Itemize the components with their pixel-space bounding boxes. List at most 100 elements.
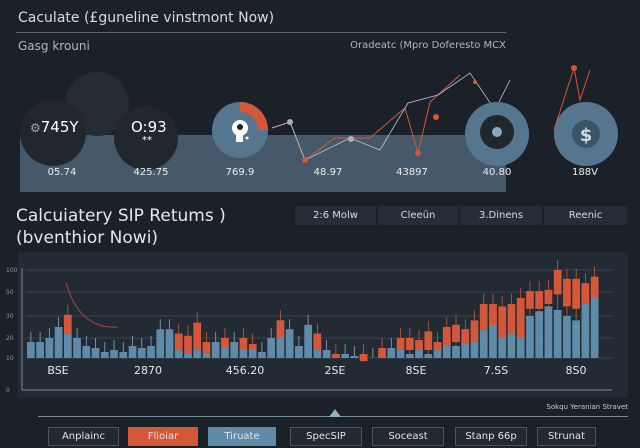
candle-highlight [590,276,599,298]
candle-body [211,342,220,358]
gear-icon: ⚙ [30,121,41,135]
candle-body [119,352,128,358]
button-soceast[interactable]: Soceast [372,427,444,446]
candle-body [110,350,118,358]
candle-body [239,350,248,358]
candle-highlight [433,342,442,350]
candle-body [396,350,405,358]
candle-body [36,342,44,358]
candle-highlight [221,338,229,348]
candle-highlight [461,329,470,344]
button-flioiar[interactable]: Flioiar [128,427,198,446]
candle-body [563,316,571,358]
tab-1[interactable]: 2:6 Molw [294,205,377,226]
widget-1-label: 05.74 [47,167,77,178]
candle-body [258,352,266,358]
candle-highlight [452,324,460,342]
candle-highlight [359,354,368,362]
candle-body [507,333,516,358]
x-label: 456.20 [225,364,265,377]
target-widget[interactable] [463,100,531,168]
candle-body [572,320,581,358]
widget-1-value: 745Y [40,118,79,136]
candle-body [230,342,239,358]
candle-highlight [507,304,516,334]
x-label: 7.SS [483,364,509,377]
x-label: 2SE [324,364,346,377]
widget-5-label: 43897 [396,167,428,178]
dollar-widget[interactable]: $ [552,100,620,168]
candle-highlight [498,306,507,338]
candle-body [433,346,442,358]
tab-2[interactable]: Cleeün [377,205,459,226]
candle-body [267,338,276,358]
candle-highlight [489,304,497,325]
candle-body [405,354,414,358]
slider-handle[interactable] [329,409,341,417]
divider [16,32,506,33]
candle-body [415,350,423,358]
widget-circle-1[interactable] [20,100,86,166]
gauge-widget[interactable] [210,100,270,160]
button-stanp[interactable]: Stanp 66p [455,427,527,446]
right-subtitle: Oradeatc (Mpro Doferesto MCX [350,40,506,51]
candle-body [184,354,192,358]
button-tiruate[interactable]: Tiruate [208,427,276,446]
trend-lines [271,72,511,163]
candle-body [489,316,497,358]
candle-body [248,350,257,358]
candle-body [470,342,479,358]
candle-body [156,329,165,358]
button-specsip[interactable]: SpecSIP [290,427,362,446]
y-tick: 10 [6,355,14,362]
dollar-icon: $ [580,125,593,146]
candle-body [147,346,155,358]
widget-7-label: 188V [572,167,598,178]
key-gauge-icon [232,120,249,142]
tab-3[interactable]: 3.Dinens [459,205,543,226]
data-point [302,157,308,163]
candle-highlight [331,354,340,358]
candle-highlight [535,291,544,309]
candle-highlight [378,348,386,358]
y-tick: 30 [6,313,14,320]
candle-body [544,306,553,358]
candle-body [479,329,488,358]
button-anplainc[interactable]: Anplainc [48,427,119,446]
candle-highlight [526,291,534,309]
candle-highlight [553,270,562,295]
candle-body [137,348,146,358]
data-point [348,136,354,142]
y-tick: 50 [6,289,14,296]
candle-body [63,333,72,358]
candle-highlight [572,278,581,309]
widget-circle-2[interactable] [114,106,178,170]
legend-text: Sokqu Yeranian Stravet [546,403,628,411]
gauge-arc [240,102,268,130]
candle-body [165,329,174,358]
widget-6-label: 40.80 [482,167,512,178]
candle-highlight [470,320,479,342]
widget-4-label: 48.97 [313,167,343,178]
candle-highlight [276,320,285,338]
trend-line-gray [271,72,511,161]
widget-2-label: 425.75 [133,167,169,178]
candle-body [54,327,63,358]
candle-body [27,342,35,358]
y-tick: 100 [6,267,18,274]
candle-body [73,338,81,358]
button-strunat[interactable]: Strunat [537,427,596,446]
tab-4[interactable]: Reenic [543,205,628,226]
candle-highlight [544,289,553,304]
candle-highlight [248,344,257,350]
candle-body [304,324,312,358]
candle-highlight [239,338,248,350]
candle-highlight [193,322,202,350]
candle-body [285,329,294,358]
candle-body [100,352,109,358]
widget-2-value: O:93 [131,118,167,136]
candle-body [581,301,590,358]
candle-highlight [442,327,451,346]
candle-highlight [405,338,414,350]
candle-highlight [396,338,405,350]
